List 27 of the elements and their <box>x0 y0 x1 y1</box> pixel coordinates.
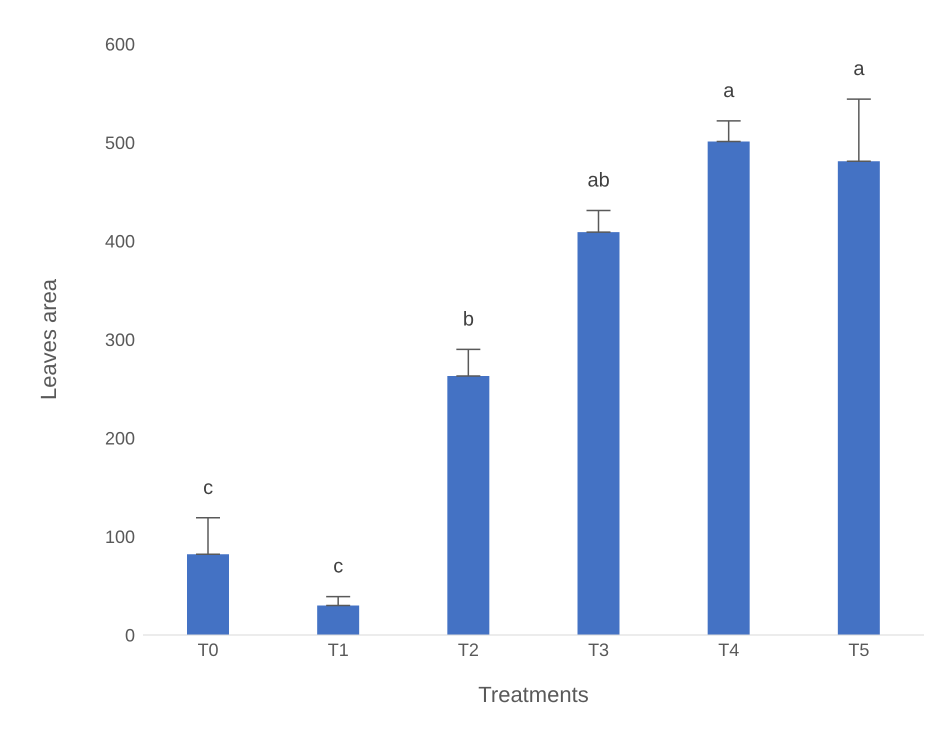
y-tick-label: 100 <box>104 526 135 547</box>
y-tick-label: 500 <box>104 132 135 153</box>
y-tick-label: 600 <box>104 34 135 54</box>
annotation: c <box>333 556 344 578</box>
annotation: ab <box>587 169 610 192</box>
bar <box>708 142 750 635</box>
bar <box>447 376 490 635</box>
bar <box>838 161 880 635</box>
x-tick-label: T2 <box>458 640 479 660</box>
y-tick-label: 400 <box>104 231 135 252</box>
annotation: c <box>203 476 214 499</box>
y-tick-label: 0 <box>124 625 135 646</box>
annotation: a <box>723 80 736 102</box>
x-tick-label: T5 <box>848 640 870 660</box>
x-tick-label: T0 <box>198 640 219 660</box>
x-tick-label: T4 <box>718 640 740 660</box>
bar <box>317 605 360 635</box>
bar <box>187 554 229 635</box>
x-tick-label: T3 <box>588 640 610 660</box>
x-tick-label: T1 <box>328 640 349 660</box>
y-tick-label: 200 <box>104 428 135 448</box>
x-axis-title: Treatments <box>478 682 589 707</box>
annotation: a <box>853 58 866 80</box>
bar <box>578 232 620 635</box>
y-axis-title: Leaves area <box>36 278 61 400</box>
annotation: b <box>462 308 474 330</box>
y-tick-label: 300 <box>104 330 135 350</box>
